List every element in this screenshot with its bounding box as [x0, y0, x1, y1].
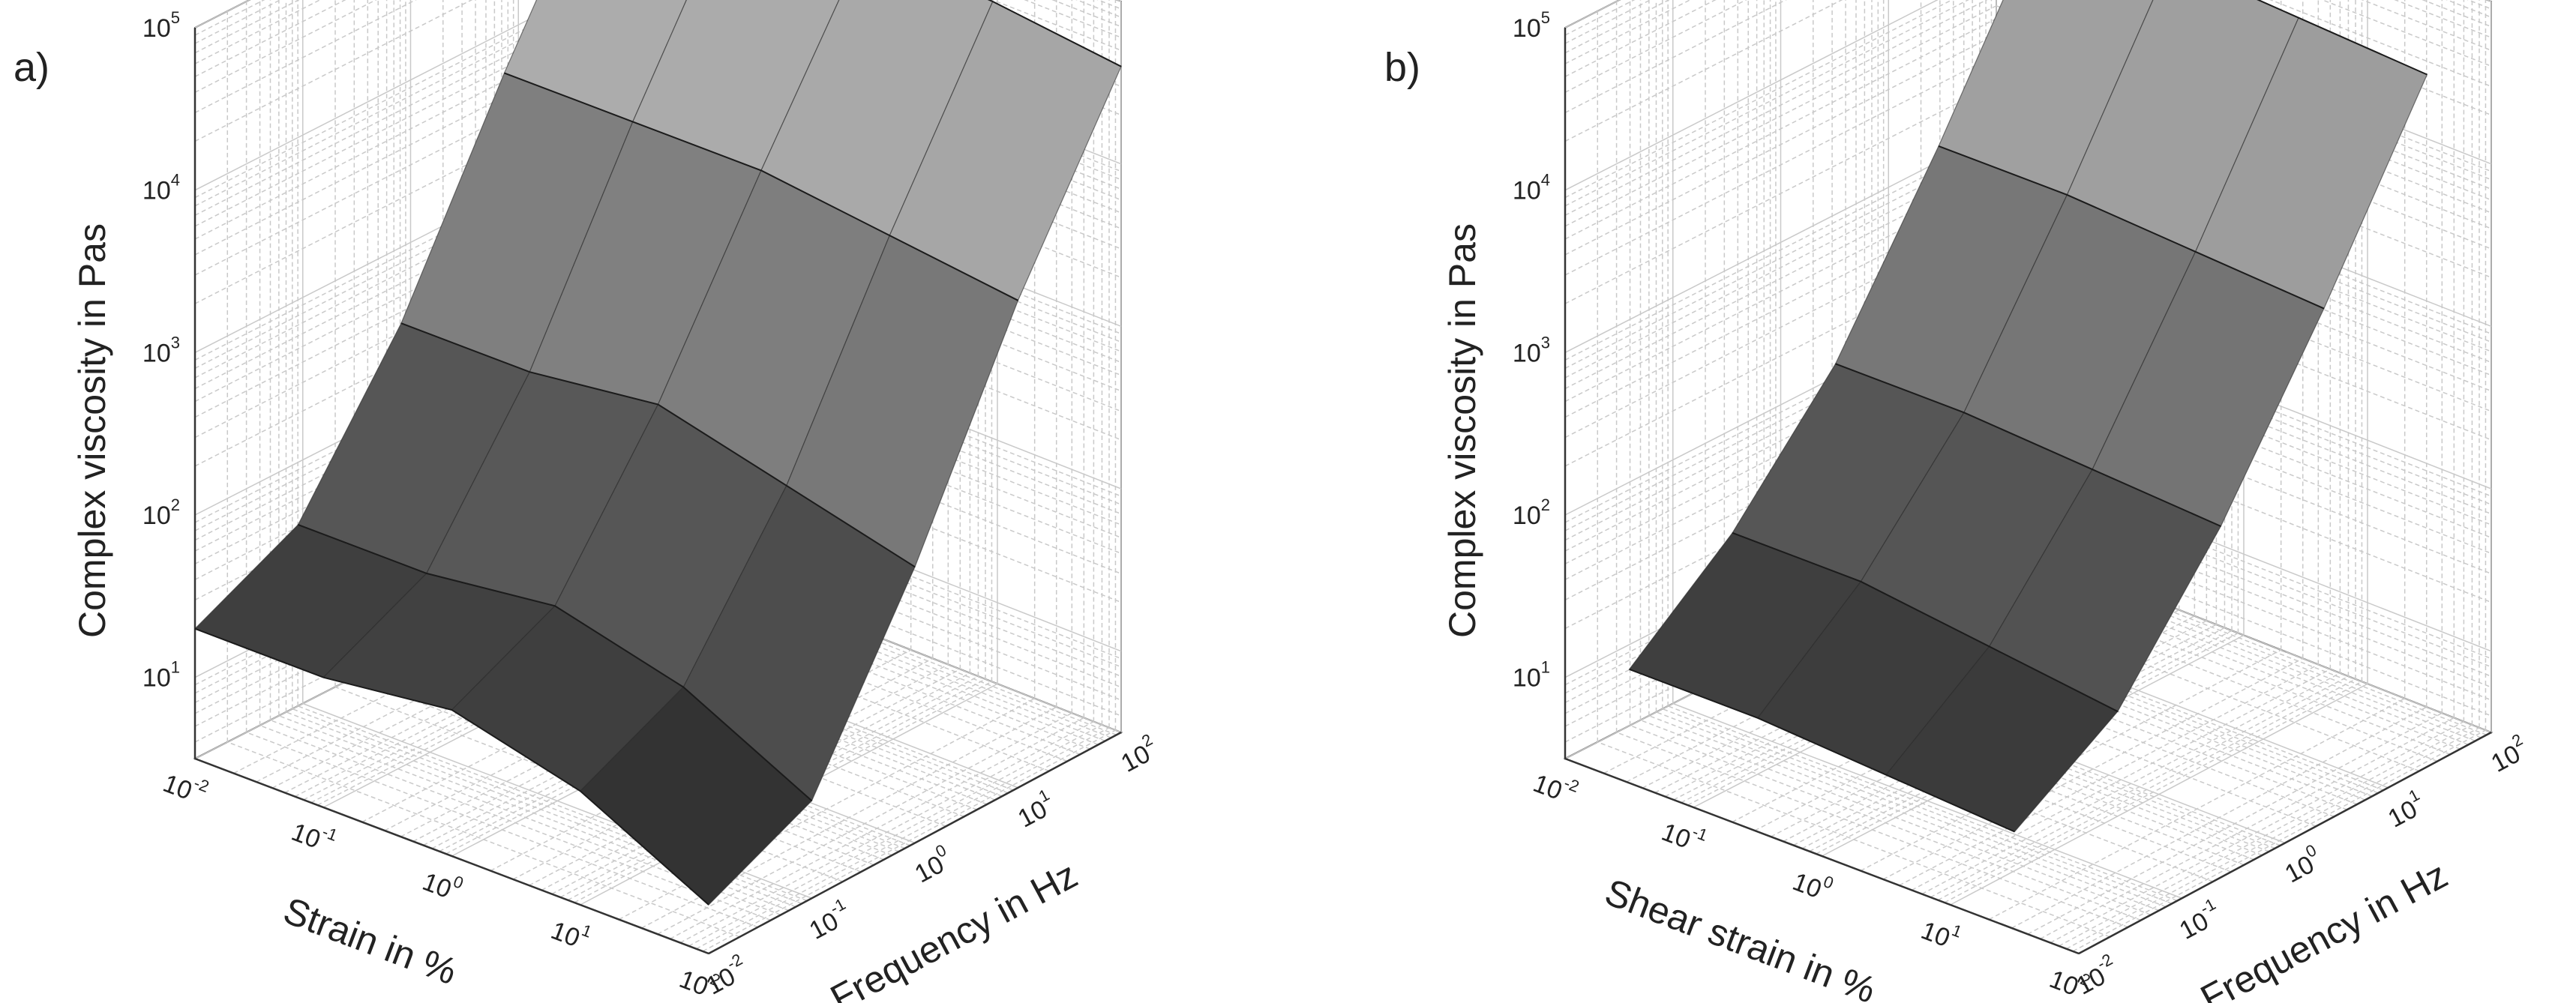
- x-tick-label: 101: [547, 911, 595, 957]
- x-axis-title: Shear strain in %: [1600, 871, 1882, 1003]
- surface-isoline: [504, 72, 1018, 301]
- minor-grid: [1816, 632, 2239, 855]
- y-tick-label: 10-2: [2069, 950, 2123, 1001]
- panel-a: 101 102 103 104 105 10-2 10-1 100 101 102 10-2 10-1…: [13, 0, 1163, 1003]
- z-tick-label: 105: [142, 8, 180, 43]
- minor-grid: [1809, 630, 2233, 852]
- z-tick-label: 101: [1513, 658, 1550, 693]
- panel-b: 101 102 103 104 105 10-2 10-1 100 101 102 10-2 10-1…: [1384, 0, 2533, 1003]
- z-minor-grid: [2394, 0, 2492, 38]
- minor-grid: [1860, 649, 2282, 872]
- y-tick-label: 10-1: [2172, 894, 2226, 945]
- minor-grid: [512, 657, 934, 880]
- z-tick-label: 102: [142, 496, 180, 530]
- x-tick-label: 100: [418, 862, 466, 908]
- panel-label: a): [13, 45, 49, 90]
- z-axis-title: Complex viscosity in Pas: [1441, 223, 1483, 638]
- x-axis-line: [1564, 757, 2080, 955]
- surface-isoline: [2257, 0, 2428, 76]
- minor-grid: [1801, 627, 2225, 849]
- y-tick-label: 102: [2484, 730, 2533, 778]
- surface-isoline: [987, 0, 1122, 67]
- x-tick-label: 100: [1789, 862, 1836, 908]
- minor-grid: [445, 632, 868, 855]
- z-tick-label: 104: [142, 171, 180, 205]
- surface-isoline: [1835, 363, 2221, 527]
- surface: [193, 0, 1122, 906]
- y-tick-label: 101: [2380, 785, 2430, 833]
- surface-isoline: [1938, 145, 2325, 310]
- surface-isoline: [1732, 531, 2119, 712]
- y-axis-line: [2078, 731, 2492, 955]
- y-tick-label: 101: [1010, 785, 1060, 833]
- y-axis-title: Frequency in Hz: [2194, 854, 2454, 1003]
- y-axis-line: [708, 731, 1122, 955]
- x-tick-label: 10-2: [159, 763, 211, 810]
- z-minor-grid: [991, 0, 1122, 51]
- minor-grid: [439, 630, 862, 852]
- x-axis-line: [194, 757, 709, 955]
- z-minor-grid: [2321, 0, 2492, 67]
- z-tick-label: 103: [1513, 333, 1550, 367]
- surface-isoline: [1629, 668, 2015, 833]
- surface: [1628, 0, 2428, 833]
- surface-isoline: [298, 523, 813, 802]
- z-tick-label: 105: [1513, 8, 1550, 43]
- panel-label: b): [1384, 45, 1420, 90]
- x-tick-label: 101: [1918, 911, 1965, 957]
- minor-grid: [490, 649, 912, 872]
- surface-isoline: [400, 322, 916, 568]
- z-tick-label: 103: [142, 333, 180, 367]
- z-tick-label: 102: [1513, 496, 1550, 530]
- y-axis-title: Frequency in Hz: [823, 854, 1084, 1003]
- x-axis-title: Strain in %: [278, 889, 463, 993]
- z-axis-title: Complex viscosity in Pas: [71, 223, 113, 638]
- y-tick-label: 10-1: [802, 894, 856, 945]
- y-tick-label: 100: [907, 840, 957, 888]
- z-tick-label: 104: [1513, 171, 1550, 205]
- z-tick-label: 101: [142, 658, 180, 693]
- x-tick-label: 10-1: [288, 812, 340, 859]
- z-minor-grid: [2361, 0, 2492, 51]
- y-tick-label: 100: [2278, 840, 2327, 888]
- surface-isoline: [194, 627, 709, 906]
- minor-grid: [1882, 657, 2304, 880]
- y-tick-label: 102: [1114, 730, 1163, 778]
- z-minor-grid: [1024, 0, 1122, 38]
- x-tick-label: 10-1: [1658, 812, 1711, 859]
- x-tick-label: 10-2: [1529, 763, 1582, 810]
- minor-grid: [431, 627, 855, 849]
- y-tick-label: 10-2: [699, 950, 753, 1001]
- major-grid: [1950, 683, 2368, 906]
- z-minor-grid: [2269, 0, 2492, 87]
